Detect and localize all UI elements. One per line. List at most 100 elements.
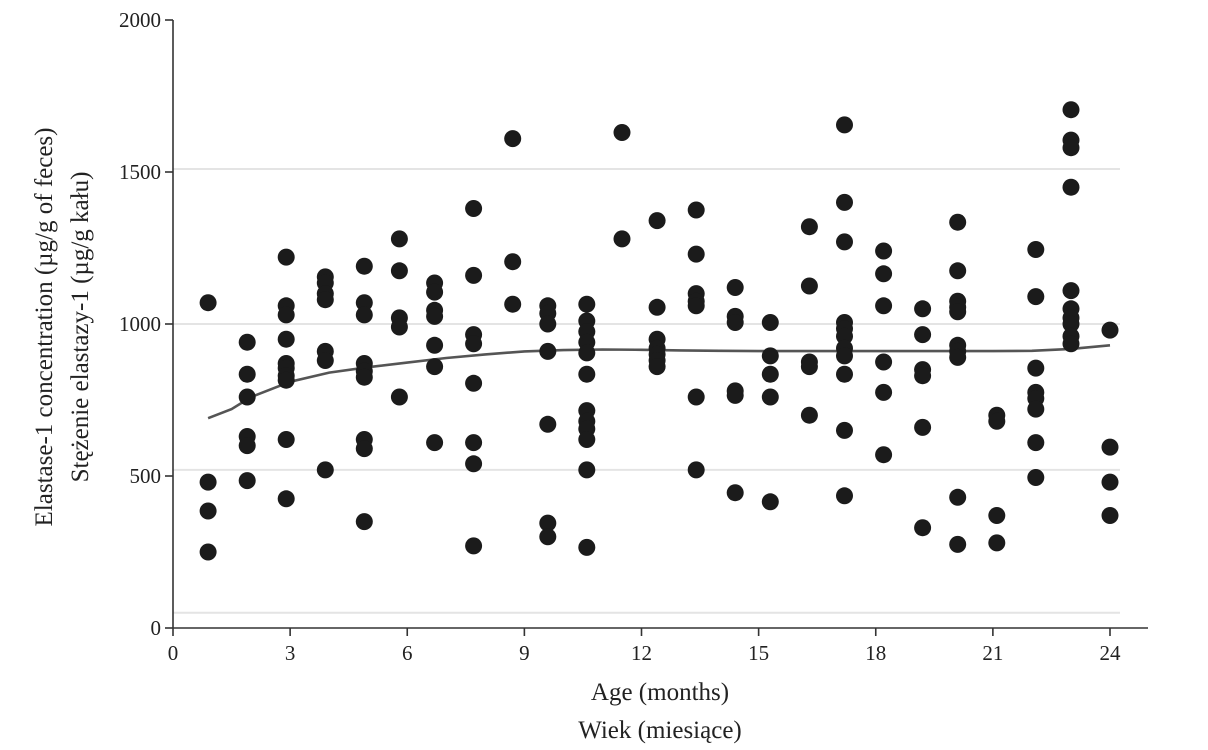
y-tick-label-2: 1000 <box>119 312 161 336</box>
x-tick-label-3: 9 <box>519 641 530 665</box>
data-point-91 <box>687 297 705 315</box>
data-point-137 <box>949 303 967 321</box>
data-point-56 <box>504 130 522 148</box>
axes: 0 500 1000 1500 2000 0 3 6 9 12 15 18 21 24 <box>119 8 1148 665</box>
data-point-57 <box>504 253 522 271</box>
data-point-88 <box>687 245 705 263</box>
data-point-153 <box>1027 434 1045 452</box>
data-point-77 <box>578 538 596 556</box>
y-axis-title-polish: Stężenie elastazy-1 (µg/g kału) <box>67 172 94 483</box>
data-point-132 <box>914 519 932 537</box>
data-point-168 <box>1101 507 1119 524</box>
data-point-117 <box>836 347 853 365</box>
data-point-66 <box>578 295 596 313</box>
y-tick-label-1: 500 <box>130 464 162 488</box>
data-point-164 <box>1062 335 1080 353</box>
x-tick-label-0: 0 <box>168 641 179 665</box>
data-point-147 <box>1027 241 1045 258</box>
data-point-70 <box>578 344 596 362</box>
data-point-47 <box>426 434 444 452</box>
data-point-96 <box>726 314 744 331</box>
data-point-93 <box>687 461 705 479</box>
data-point-158 <box>1062 178 1080 196</box>
data-point-121 <box>875 242 893 260</box>
data-point-19 <box>277 490 295 508</box>
data-point-87 <box>687 201 705 219</box>
data-point-49 <box>465 266 483 284</box>
data-point-101 <box>761 347 779 365</box>
data-point-115 <box>836 327 853 345</box>
y-tick-label-3: 1500 <box>119 160 161 184</box>
data-point-44 <box>426 307 444 325</box>
data-point-94 <box>726 279 744 296</box>
data-point-79 <box>613 230 631 248</box>
data-point-144 <box>988 412 1006 430</box>
data-point-17 <box>277 371 295 389</box>
data-point-86 <box>648 358 666 376</box>
data-point-13 <box>277 330 295 348</box>
data-point-100 <box>761 314 779 331</box>
data-point-71 <box>578 365 596 383</box>
data-point-10 <box>277 248 295 266</box>
data-point-131 <box>914 418 932 436</box>
data-point-149 <box>1027 359 1045 377</box>
y-tick-label-0: 0 <box>151 616 162 640</box>
data-point-27 <box>355 257 373 275</box>
data-point-18 <box>277 431 295 448</box>
data-point-110 <box>836 116 853 134</box>
data-point-162 <box>1062 315 1080 333</box>
data-point-118 <box>836 365 853 383</box>
data-point-42 <box>426 283 444 301</box>
data-point-8 <box>238 437 256 455</box>
data-point-111 <box>836 193 853 211</box>
data-point-133 <box>949 213 967 231</box>
data-point-108 <box>800 358 818 376</box>
data-point-1 <box>199 473 217 491</box>
data-point-165 <box>1101 321 1119 339</box>
data-point-99 <box>726 484 744 502</box>
data-point-78 <box>613 124 631 141</box>
data-point-54 <box>465 455 483 473</box>
x-axis-title-polish: Wiek (miesiące) <box>578 717 742 744</box>
data-point-103 <box>761 388 779 406</box>
x-tick-label-1: 3 <box>285 641 296 665</box>
x-tick-label-4: 12 <box>631 641 652 665</box>
data-point-154 <box>1027 469 1045 486</box>
data-point-92 <box>687 388 705 406</box>
gridlines <box>173 167 1120 614</box>
data-point-140 <box>949 348 967 366</box>
data-point-134 <box>949 262 967 280</box>
x-axis-title-english: Age (months) <box>591 679 729 706</box>
data-point-142 <box>949 535 967 553</box>
data-point-128 <box>914 326 932 344</box>
data-point-166 <box>1101 438 1119 456</box>
data-point-52 <box>465 374 483 392</box>
data-point-119 <box>836 421 853 439</box>
data-point-39 <box>390 318 408 336</box>
data-point-123 <box>875 297 893 315</box>
data-point-159 <box>1062 282 1080 300</box>
data-point-55 <box>465 537 483 555</box>
data-point-76 <box>578 461 596 479</box>
data-point-64 <box>539 514 557 532</box>
data-point-51 <box>465 335 483 353</box>
x-tick-label-5: 15 <box>748 641 769 665</box>
data-point-53 <box>465 434 483 452</box>
data-point-126 <box>875 446 893 464</box>
data-point-109 <box>800 406 818 424</box>
data-point-6 <box>238 388 256 406</box>
data-point-26 <box>316 461 334 479</box>
data-point-62 <box>539 342 557 360</box>
data-point-23 <box>316 291 334 309</box>
data-point-130 <box>914 367 932 385</box>
data-point-65 <box>539 528 557 546</box>
data-point-4 <box>238 333 256 351</box>
data-point-155 <box>1062 101 1080 119</box>
data-point-2 <box>199 502 217 520</box>
data-point-141 <box>949 488 967 506</box>
data-points <box>199 101 1119 561</box>
data-point-29 <box>355 306 373 324</box>
data-point-58 <box>504 295 522 313</box>
data-point-124 <box>875 353 893 371</box>
data-point-63 <box>539 415 557 433</box>
